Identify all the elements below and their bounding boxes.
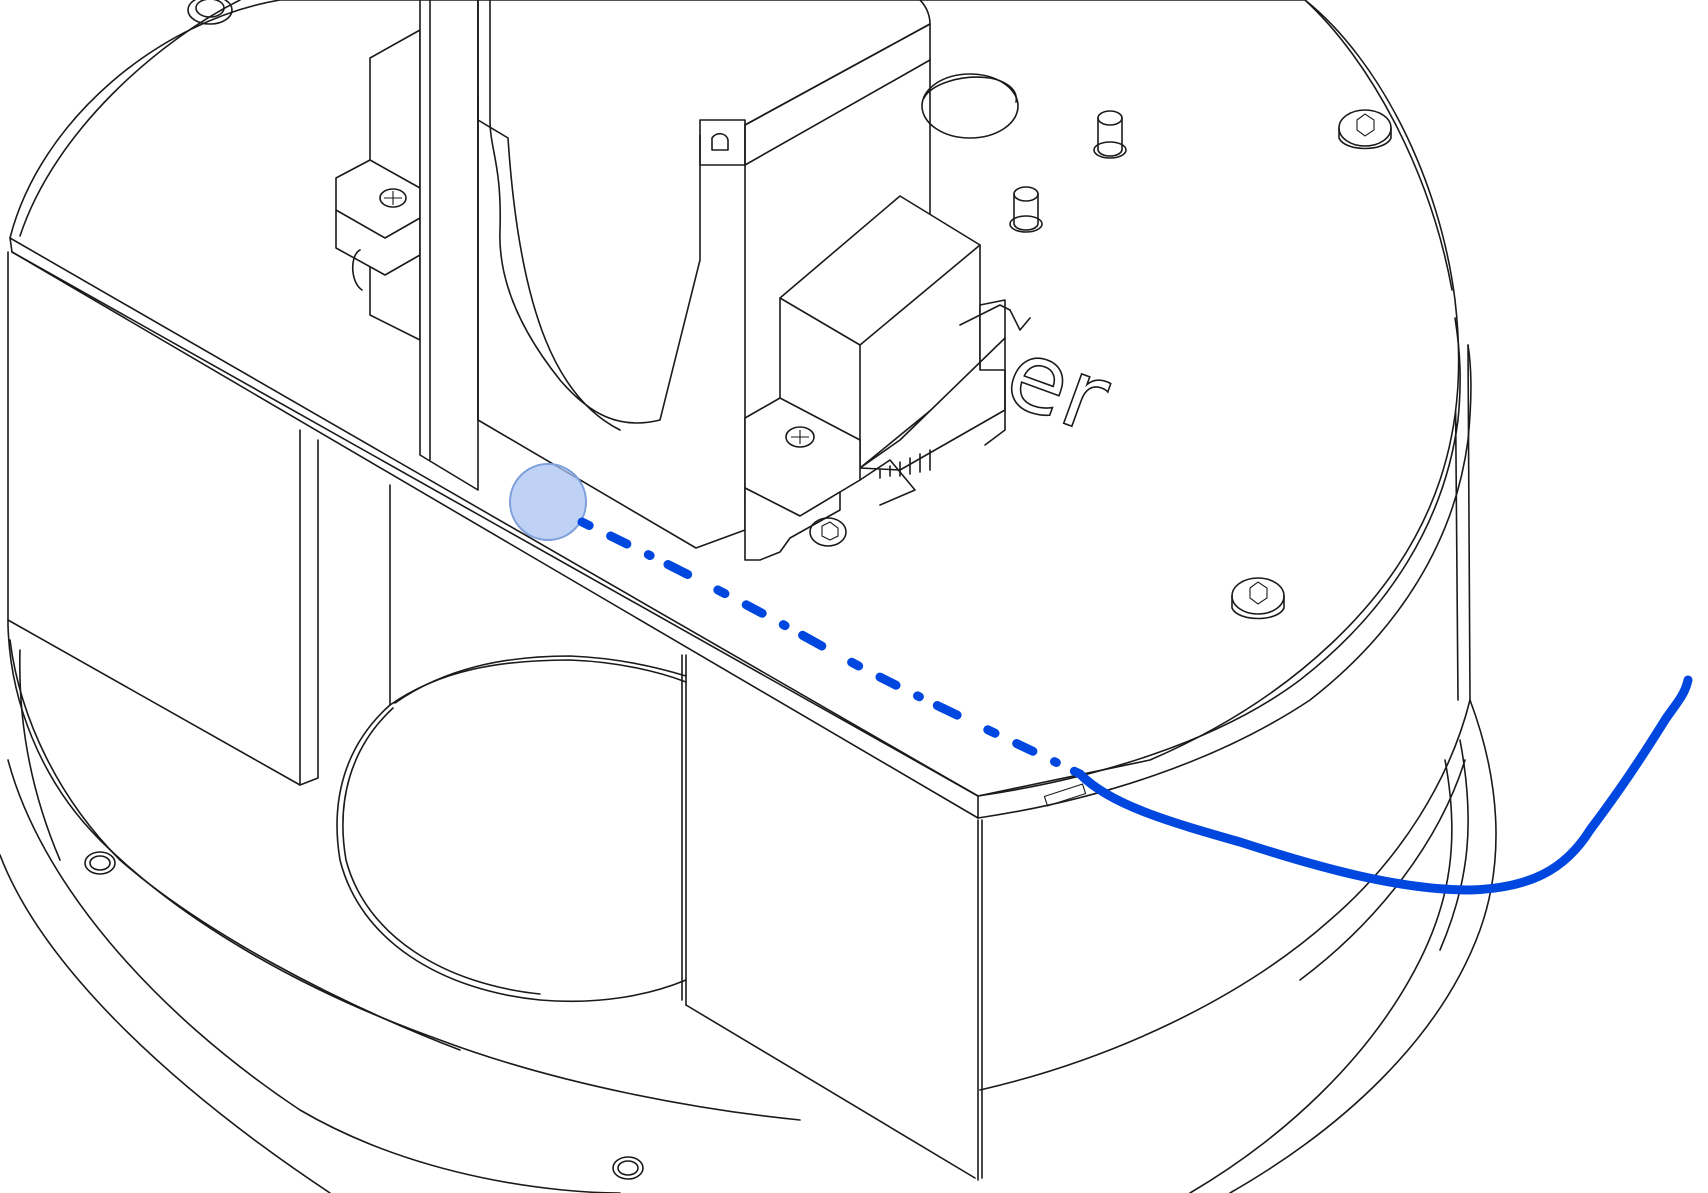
screw-top-left <box>187 0 233 25</box>
upper-bracket <box>335 0 931 549</box>
hex-socket-side <box>809 517 847 547</box>
connector-pins <box>879 449 931 479</box>
annotation-layer <box>509 463 1693 895</box>
mounting-hole-left <box>84 851 116 875</box>
touch-marker <box>509 463 587 541</box>
connector-block <box>744 195 1031 561</box>
mounting-hole-bottom <box>612 1156 644 1180</box>
phillips-screw-left <box>379 188 407 208</box>
dash-dot-path <box>577 517 1085 779</box>
edge-notch <box>1043 783 1087 807</box>
socket-screw-right <box>1338 109 1392 150</box>
phillips-screw-right <box>785 426 815 448</box>
socket-screw-front <box>1231 577 1285 620</box>
alignment-pin-2 <box>1009 186 1043 233</box>
solid-curve-path <box>1075 675 1693 895</box>
base-disc <box>0 649 1497 1193</box>
central-housing <box>7 251 1471 1181</box>
through-hole <box>921 73 1019 139</box>
alignment-pin-1 <box>1093 110 1127 159</box>
